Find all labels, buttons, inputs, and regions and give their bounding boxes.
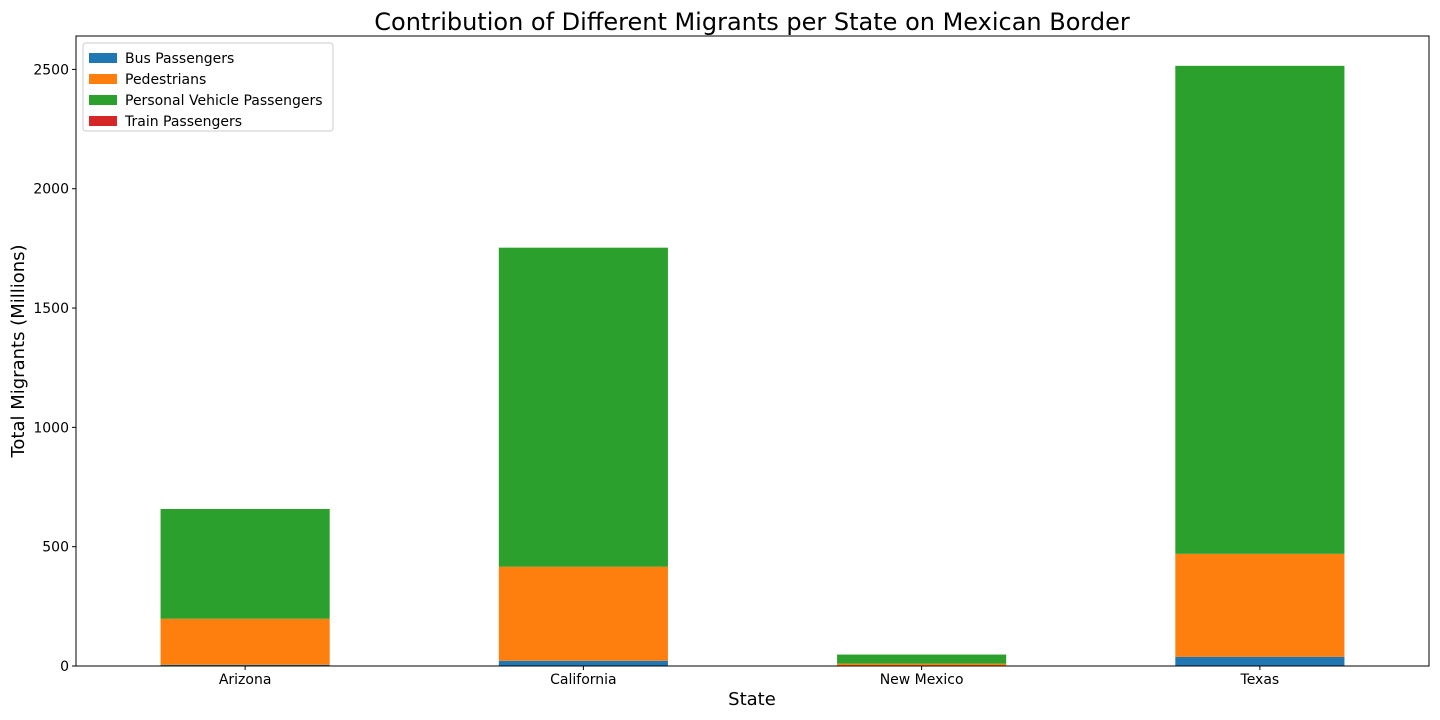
bar-arizona-pedestrians <box>160 618 330 665</box>
legend-swatch <box>89 53 117 63</box>
x-tick-label: Texas <box>1240 672 1280 688</box>
bar-texas-bus-passengers <box>1175 656 1345 666</box>
x-axis: Arizona California New Mexico Texas <box>219 666 1279 688</box>
legend-swatch <box>89 74 117 84</box>
y-tick-label: 1000 <box>33 420 69 436</box>
legend-swatch <box>89 95 117 105</box>
bar-arizona-personal-vehicle-passengers <box>160 508 330 619</box>
legend-label: Pedestrians <box>125 72 206 88</box>
legend: Bus Passengers Pedestrians Personal Vehicl… <box>82 42 334 132</box>
bar-california-bus-passengers <box>498 660 668 666</box>
bar-california-pedestrians <box>498 566 668 661</box>
plot-frame <box>75 35 1430 667</box>
y-tick-label: 1500 <box>33 301 69 317</box>
plot-area <box>75 35 1430 667</box>
bar-arizona-bus-passengers <box>160 664 330 666</box>
bar-new-mexico-personal-vehicle-passengers <box>837 654 1007 664</box>
x-axis-label: State <box>728 689 776 710</box>
y-tick-label: 500 <box>42 540 69 556</box>
chart-title: Contribution of Different Migrants per S… <box>374 8 1130 36</box>
legend-label: Personal Vehicle Passengers <box>125 93 323 109</box>
x-tick-label: New Mexico <box>880 672 964 688</box>
x-tick-label: Arizona <box>219 672 272 688</box>
y-tick-label: 0 <box>60 659 69 675</box>
legend-swatch <box>89 116 117 126</box>
legend-label: Train Passengers <box>124 114 242 130</box>
y-tick-label: 2500 <box>33 62 69 78</box>
bar-texas-pedestrians <box>1175 553 1345 657</box>
legend-box <box>82 42 334 132</box>
y-axis: 0 500 1000 1500 2000 2500 <box>33 62 76 675</box>
legend-label: Bus Passengers <box>125 51 234 67</box>
y-axis-label: Total Migrants (Millions) <box>8 244 29 458</box>
bar-new-mexico-pedestrians <box>837 663 1007 666</box>
x-tick-label: California <box>550 672 616 688</box>
bar-california-personal-vehicle-passengers <box>498 247 668 567</box>
y-tick-label: 2000 <box>33 182 69 198</box>
bar-texas-personal-vehicle-passengers <box>1175 65 1345 554</box>
